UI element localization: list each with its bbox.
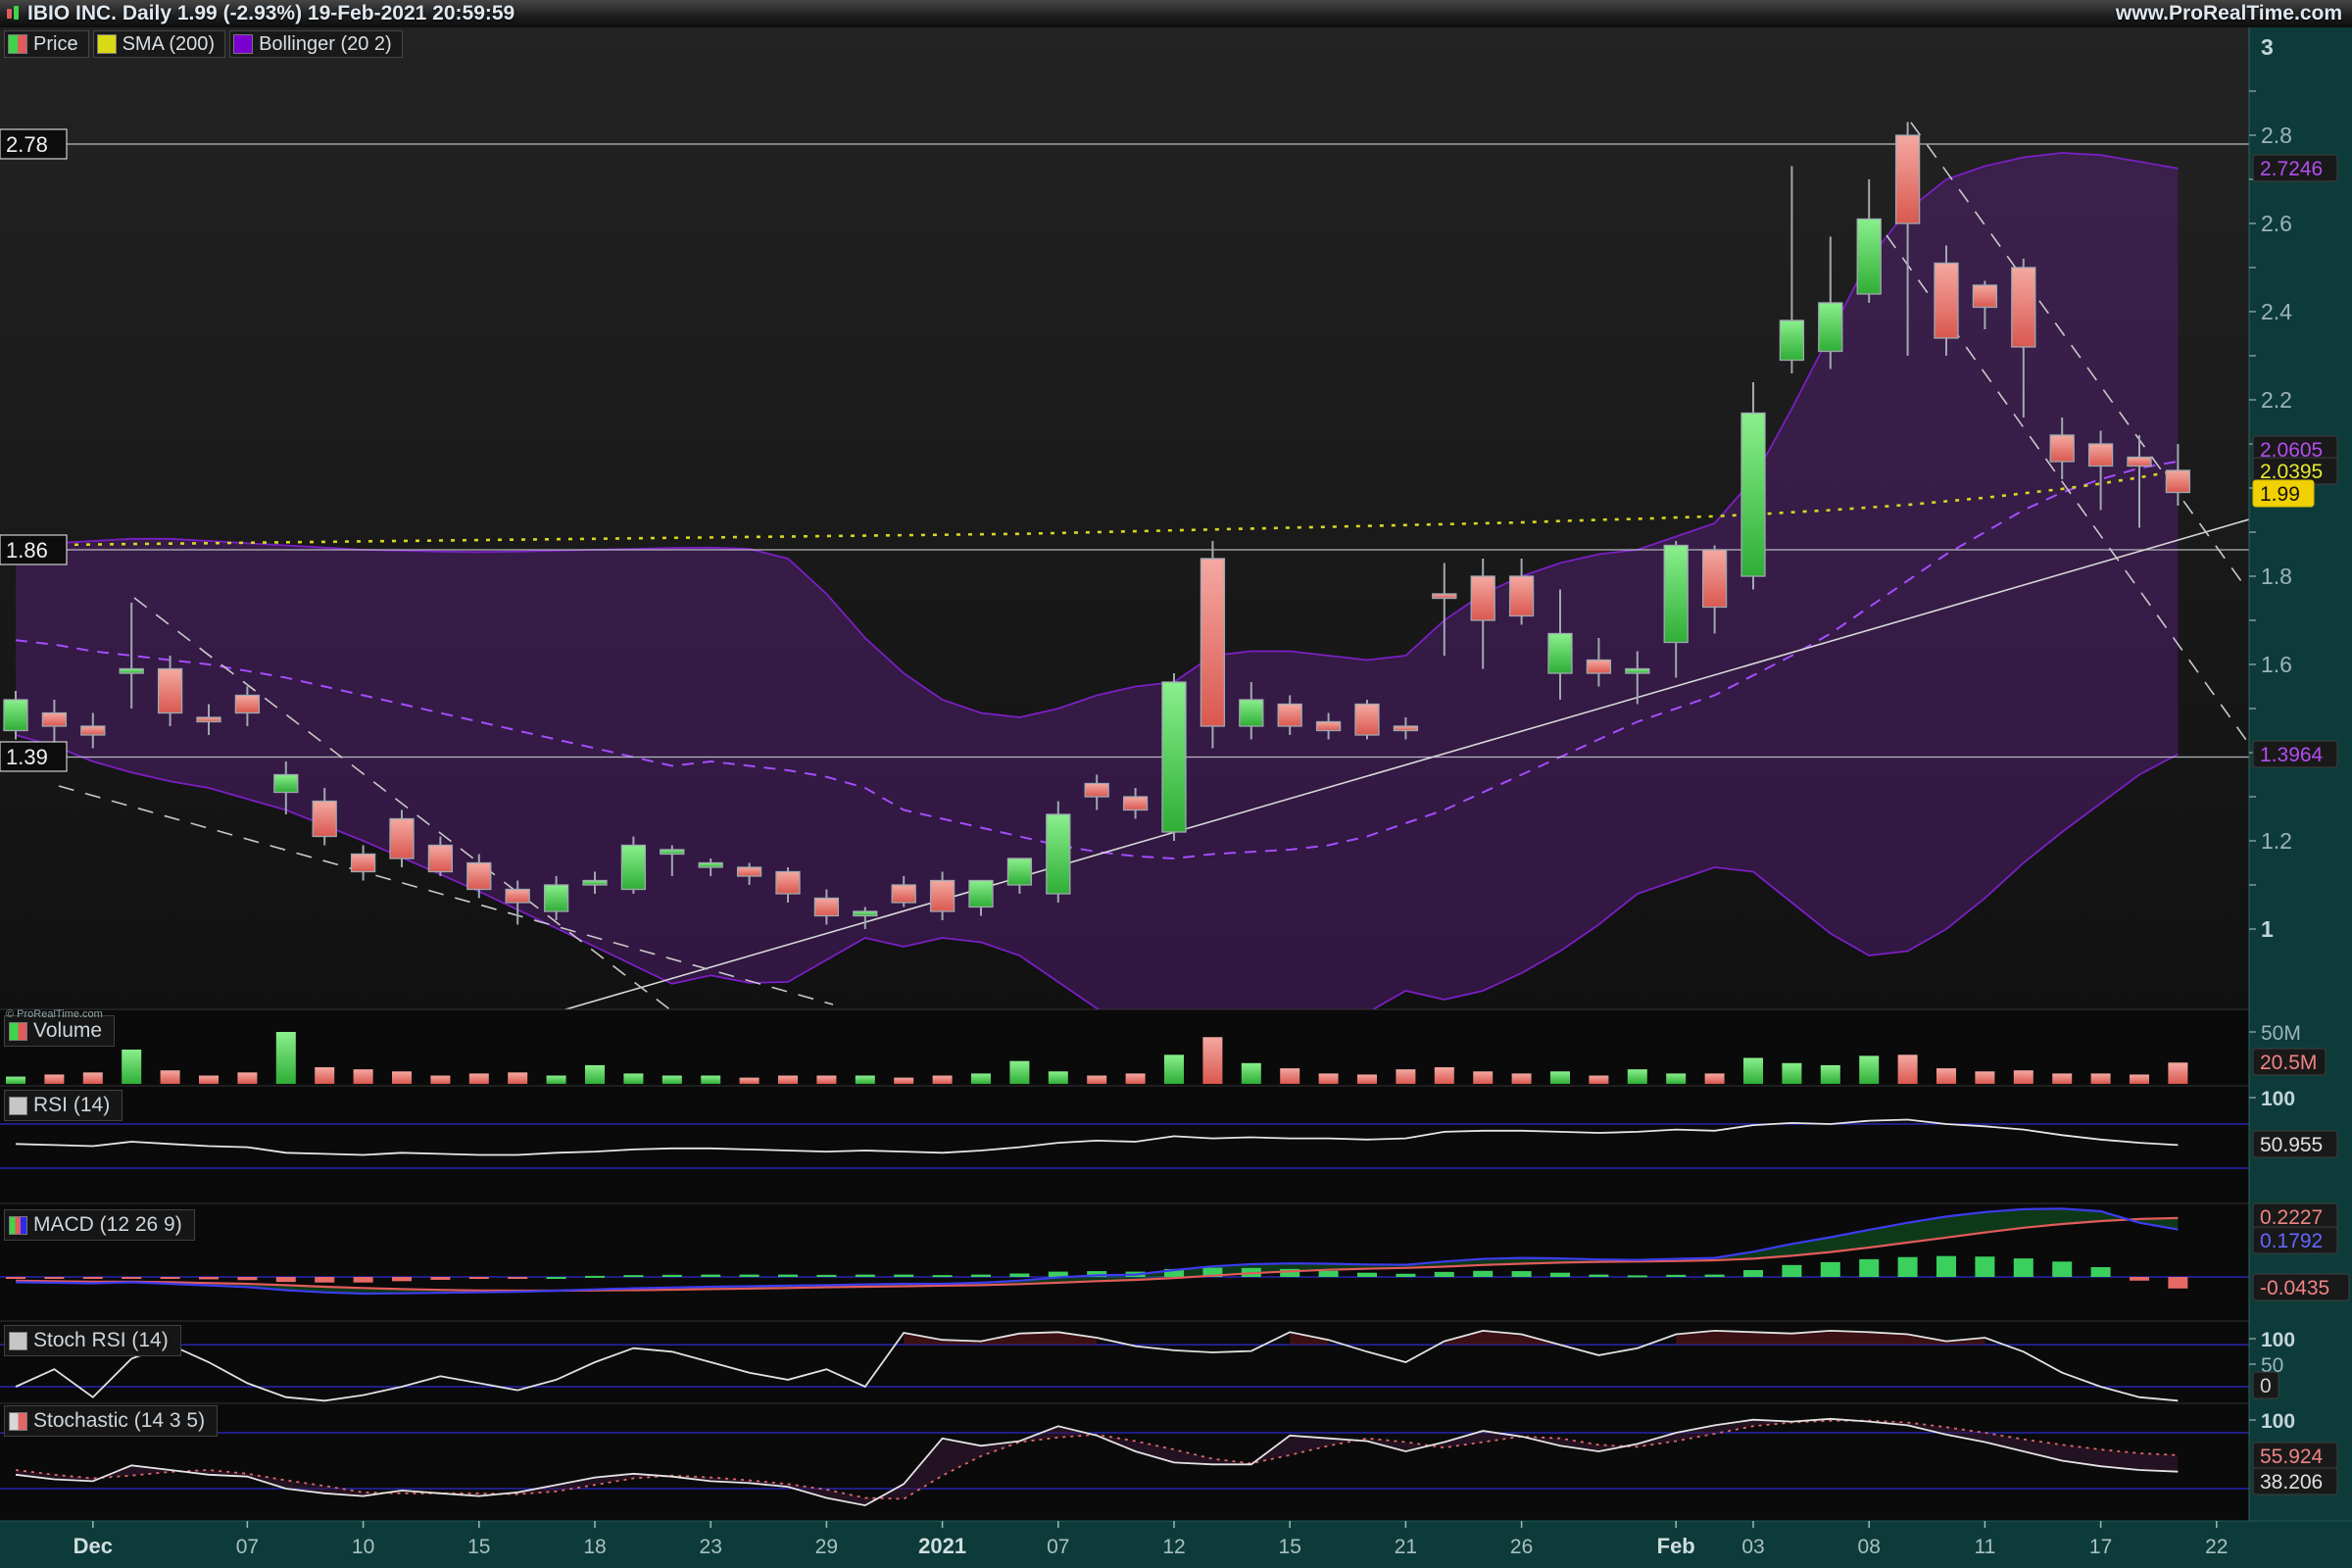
svg-text:50: 50 <box>2261 1354 2283 1377</box>
svg-text:1: 1 <box>2261 916 2274 942</box>
svg-text:2.6: 2.6 <box>2261 211 2292 236</box>
time-axis[interactable]: Dec 07 10 15 18 23 29 2021 07 12 15 21 26 Feb 03 08 11 17… <box>0 1520 2352 1568</box>
svg-text:100: 100 <box>2261 1410 2295 1433</box>
svg-text:0.2227: 0.2227 <box>2260 1206 2323 1229</box>
svg-text:50M: 50M <box>2261 1022 2301 1045</box>
copyright-note: © ProRealTime.com <box>6 1008 103 1020</box>
prorealtime-link[interactable]: www.ProRealTime.com <box>2115 2 2342 24</box>
svg-text:2.4: 2.4 <box>2261 299 2292 324</box>
macd-label: MACD (12 26 9) <box>33 1213 182 1236</box>
svg-text:07: 07 <box>1047 1536 1069 1558</box>
rsi-chip-icon <box>9 1096 27 1115</box>
stoch-rsi-chip-icon <box>9 1331 27 1350</box>
svg-text:08: 08 <box>1858 1536 1881 1558</box>
candlestick-icon <box>6 5 22 23</box>
stochastic-label: Stochastic (14 3 5) <box>33 1409 206 1432</box>
stochastic-panel <box>0 1417 2249 1507</box>
svg-text:0.1792: 0.1792 <box>2260 1230 2323 1252</box>
sma200-line <box>15 468 2179 547</box>
svg-text:55.924: 55.924 <box>2260 1446 2324 1468</box>
svg-text:26: 26 <box>1510 1536 1533 1558</box>
svg-text:1.2: 1.2 <box>2261 828 2292 854</box>
svg-text:15: 15 <box>1279 1536 1301 1558</box>
price-line-badges: 2.78 1.86 1.39 <box>0 128 68 772</box>
indicator-label-volume[interactable]: Volume <box>4 1015 116 1047</box>
svg-text:3: 3 <box>2261 34 2274 60</box>
svg-text:Dec: Dec <box>74 1534 113 1558</box>
macd-chip-icon <box>9 1215 27 1235</box>
indicator-label-stoch-rsi[interactable]: Stoch RSI (14) <box>4 1325 181 1356</box>
svg-text:2.7246: 2.7246 <box>2260 158 2323 180</box>
svg-text:1.3964: 1.3964 <box>2260 744 2324 766</box>
trendlines <box>58 122 2249 1009</box>
legend: Price SMA (200) Bollinger (20 2) <box>4 30 403 58</box>
svg-text:-0.0435: -0.0435 <box>2260 1277 2329 1299</box>
volume-label: Volume <box>33 1019 103 1042</box>
panel-separators <box>0 1008 2249 1404</box>
macd-panel <box>0 1207 2249 1296</box>
svg-text:23: 23 <box>700 1536 722 1558</box>
rsi-panel <box>0 1118 2249 1169</box>
svg-text:50.955: 50.955 <box>2260 1134 2323 1156</box>
stochastic-chip-icon <box>9 1411 27 1431</box>
legend-bollinger-label: Bollinger (20 2) <box>259 32 392 55</box>
svg-text:1.6: 1.6 <box>2261 652 2292 677</box>
price-level-lines <box>0 143 2249 759</box>
svg-text:18: 18 <box>583 1536 606 1558</box>
svg-text:100: 100 <box>2261 1329 2295 1351</box>
svg-text:1.39: 1.39 <box>6 745 48 769</box>
svg-text:1.86: 1.86 <box>6 538 48 563</box>
svg-text:2.8: 2.8 <box>2261 122 2292 148</box>
svg-text:2021: 2021 <box>918 1534 966 1558</box>
svg-text:21: 21 <box>1395 1536 1417 1558</box>
legend-item-price[interactable]: Price <box>4 30 89 58</box>
svg-text:1.99: 1.99 <box>2260 483 2300 506</box>
legend-item-sma[interactable]: SMA (200) <box>92 30 226 58</box>
bollinger-chip-icon <box>233 34 254 54</box>
rsi-label: RSI (14) <box>33 1094 111 1116</box>
volume-bars <box>6 1032 2188 1084</box>
svg-text:11: 11 <box>1974 1536 1995 1558</box>
svg-text:2.78: 2.78 <box>6 132 48 157</box>
svg-text:2.2: 2.2 <box>2261 387 2292 413</box>
svg-text:07: 07 <box>236 1536 259 1558</box>
svg-text:38.206: 38.206 <box>2260 1471 2323 1494</box>
svg-text:Feb: Feb <box>1657 1534 1695 1558</box>
svg-text:12: 12 <box>1162 1536 1185 1558</box>
svg-text:29: 29 <box>815 1536 838 1558</box>
legend-item-bollinger[interactable]: Bollinger (20 2) <box>229 30 403 58</box>
indicator-label-stochastic[interactable]: Stochastic (14 3 5) <box>4 1405 219 1437</box>
candles <box>3 122 2191 929</box>
price-axis[interactable]: 3 2.8 2.6 2.4 2.2 1.8 1.6 1.2 1 50M 100 100 50 100 <box>2248 27 2352 1568</box>
price-chip-icon <box>8 34 27 54</box>
title-bar: IBIO INC. Daily 1.99 (-2.93%) 19-Feb-202… <box>0 0 2352 27</box>
svg-text:2.0605: 2.0605 <box>2260 439 2323 462</box>
svg-text:2.0395: 2.0395 <box>2260 461 2323 483</box>
legend-sma-label: SMA (200) <box>122 32 216 55</box>
indicator-label-rsi[interactable]: RSI (14) <box>4 1090 123 1121</box>
svg-text:100: 100 <box>2261 1088 2295 1110</box>
svg-text:22: 22 <box>2205 1536 2228 1558</box>
svg-text:03: 03 <box>1741 1536 1764 1558</box>
page-title: IBIO INC. Daily 1.99 (-2.93%) 19-Feb-202… <box>27 2 515 24</box>
svg-text:10: 10 <box>352 1536 374 1558</box>
indicator-label-macd[interactable]: MACD (12 26 9) <box>4 1209 195 1241</box>
svg-text:15: 15 <box>467 1536 490 1558</box>
sma-chip-icon <box>96 34 117 54</box>
stoch-rsi-panel <box>0 1329 2249 1402</box>
svg-text:20.5M: 20.5M <box>2260 1052 2317 1074</box>
legend-price-label: Price <box>33 32 78 55</box>
volume-chip-icon <box>9 1021 27 1041</box>
svg-text:0: 0 <box>2260 1375 2272 1397</box>
stoch-rsi-label: Stoch RSI (14) <box>33 1329 169 1351</box>
svg-text:1.8: 1.8 <box>2261 564 2292 589</box>
svg-text:17: 17 <box>2089 1536 2112 1558</box>
